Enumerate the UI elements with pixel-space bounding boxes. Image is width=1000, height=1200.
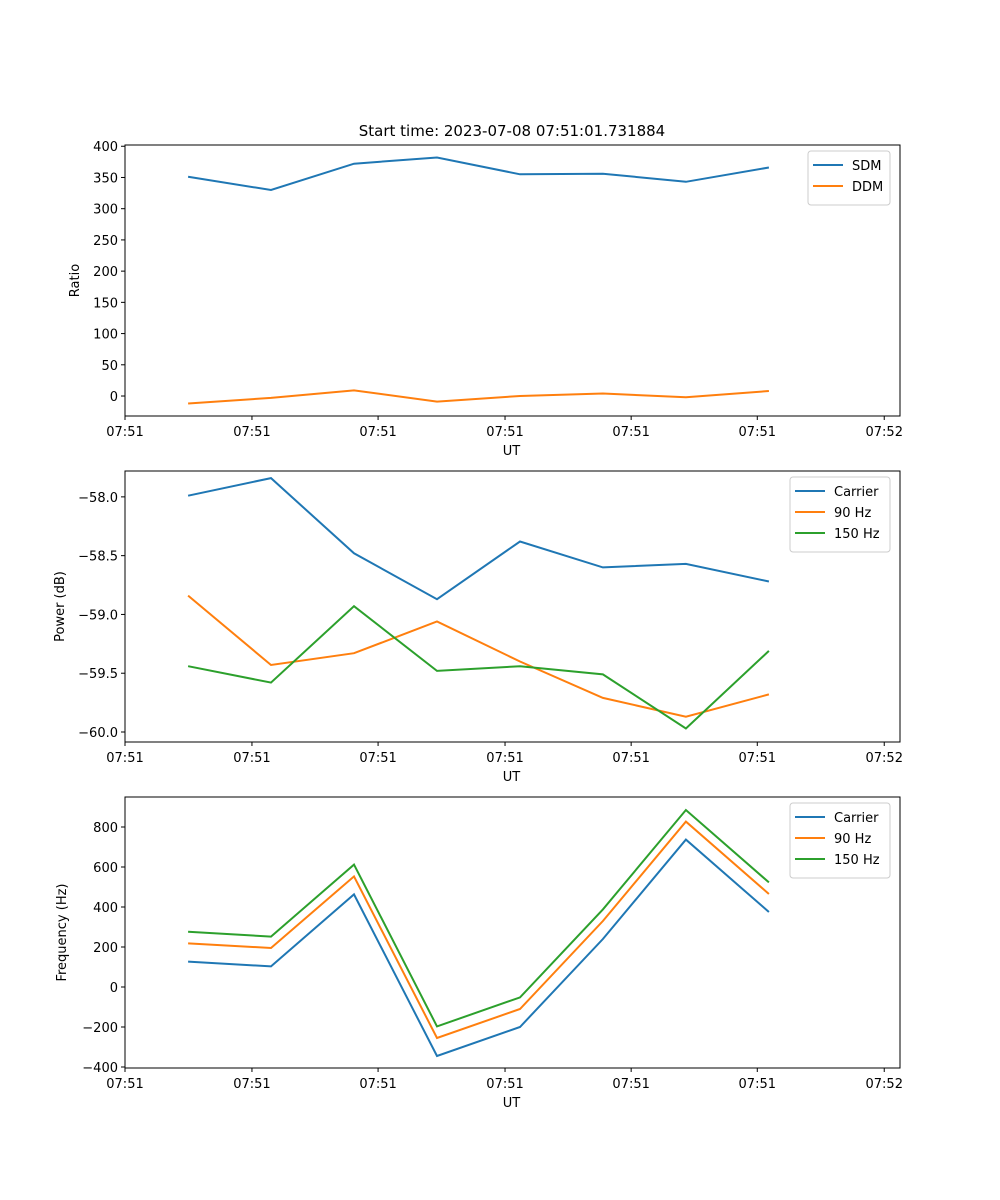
x-tick-label: 07:51 xyxy=(739,1077,776,1092)
y-tick-label: −58.5 xyxy=(78,550,118,565)
y-tick-label: 800 xyxy=(93,821,118,836)
x-tick-label: 07:52 xyxy=(866,425,903,440)
x-tick-label: 07:51 xyxy=(486,1077,523,1092)
series-line-carrier xyxy=(187,477,770,601)
y-tick-label: 0 xyxy=(110,390,118,405)
series-line-sdm xyxy=(187,156,770,192)
y-tick-label: 400 xyxy=(93,901,118,916)
x-tick-label: 07:51 xyxy=(106,1077,143,1092)
y-tick-label: 250 xyxy=(93,234,118,249)
x-tick-label: 07:52 xyxy=(866,1077,903,1092)
y-tick-label: 0 xyxy=(110,981,118,996)
x-tick-label: 07:51 xyxy=(359,425,396,440)
y-tick-label: −60.0 xyxy=(78,726,118,741)
chart-title: Start time: 2023-07-08 07:51:01.731884 xyxy=(359,122,665,140)
legend-label: Carrier xyxy=(834,811,879,826)
series-line-carrier xyxy=(188,838,770,1058)
x-axis-label: UT xyxy=(503,770,521,785)
y-axis-label: Power (dB) xyxy=(53,571,68,642)
y-tick-label: 600 xyxy=(93,861,118,876)
series-line-90-hz xyxy=(188,820,770,1040)
x-tick-label: 07:51 xyxy=(486,751,523,766)
y-tick-label: 200 xyxy=(93,941,118,956)
legend: Carrier 90 Hz 150 Hz xyxy=(789,476,891,553)
y-tick-label: 150 xyxy=(93,296,118,311)
y-tick-label: 300 xyxy=(93,203,118,218)
x-tick-label: 07:51 xyxy=(486,425,523,440)
x-axis-label: UT xyxy=(503,1096,521,1111)
y-tick-label: −400 xyxy=(82,1061,118,1076)
x-tick-label: 07:52 xyxy=(866,751,903,766)
x-tick-label: 07:51 xyxy=(739,751,776,766)
x-tick-label: 07:51 xyxy=(106,425,143,440)
plot-frame xyxy=(124,470,901,743)
y-tick-label: −59.0 xyxy=(78,608,118,623)
x-tick-label: 07:51 xyxy=(233,425,270,440)
series-line-150-hz xyxy=(187,604,770,730)
panel-power: 07:51 07:51 07:51 07:51 07:51 07:51 07:52 −60.0… xyxy=(53,470,903,785)
series-line-ddm xyxy=(188,389,769,405)
y-tick-label: 400 xyxy=(93,140,118,155)
x-tick-label: 07:51 xyxy=(612,425,649,440)
legend-label: 90 Hz xyxy=(834,506,871,521)
y-tick-label: 350 xyxy=(93,171,118,186)
y-axis-label: Frequency (Hz) xyxy=(55,883,70,981)
x-tick-label: 07:51 xyxy=(739,425,776,440)
x-tick-label: 07:51 xyxy=(233,751,270,766)
legend: Carrier 90 Hz 150 Hz xyxy=(789,802,891,879)
x-tick-label: 07:51 xyxy=(612,751,649,766)
y-axis-label: Ratio xyxy=(68,264,83,297)
y-tick-label: −59.5 xyxy=(78,667,118,682)
x-tick-label: 07:51 xyxy=(106,751,143,766)
plot-frame xyxy=(124,796,901,1069)
x-axis-label: UT xyxy=(503,444,521,459)
panel-ratio: 07:51 07:51 07:51 07:51 07:51 07:51 07:52 0 50 10… xyxy=(68,140,903,459)
y-tick-label: 50 xyxy=(101,359,118,374)
x-tick-label: 07:51 xyxy=(233,1077,270,1092)
x-tick-label: 07:51 xyxy=(359,1077,396,1092)
legend-label: DDM xyxy=(852,180,883,195)
y-tick-label: −58.0 xyxy=(78,491,118,506)
y-tick-label: −200 xyxy=(82,1021,118,1036)
plot-frame xyxy=(124,144,901,417)
series-line-90-hz xyxy=(187,594,770,718)
x-tick-label: 07:51 xyxy=(359,751,396,766)
legend-label: SDM xyxy=(852,159,881,174)
legend-label: Carrier xyxy=(834,485,879,500)
legend: SDM DDM xyxy=(807,150,891,206)
y-tick-label: 100 xyxy=(93,328,118,343)
legend-label: 90 Hz xyxy=(834,832,871,847)
y-tick-label: 200 xyxy=(93,265,118,280)
panel-frequency: 07:51 07:51 07:51 07:51 07:51 07:51 07:52 −400 −… xyxy=(55,796,903,1111)
x-tick-label: 07:51 xyxy=(612,1077,649,1092)
legend-label: 150 Hz xyxy=(834,527,880,542)
legend-label: 150 Hz xyxy=(834,853,880,868)
series-line-150-hz xyxy=(188,808,770,1028)
